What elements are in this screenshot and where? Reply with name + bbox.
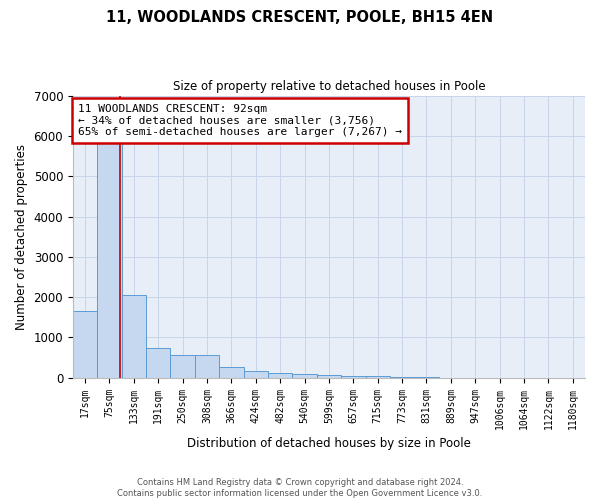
Bar (268, 372, 292, 378)
Text: Contains HM Land Registry data © Crown copyright and database right 2024.
Contai: Contains HM Land Registry data © Crown c… (118, 478, 482, 498)
Bar (365, 376, 390, 378)
Title: Size of property relative to detached houses in Poole: Size of property relative to detached ho… (173, 80, 485, 93)
Bar (244, 371, 268, 378)
Text: 11 WOODLANDS CRESCENT: 92sqm
← 34% of detached houses are smaller (3,756)
65% of: 11 WOODLANDS CRESCENT: 92sqm ← 34% of de… (78, 104, 402, 137)
Bar (97, 124, 122, 378)
Bar (390, 377, 415, 378)
Bar (219, 366, 244, 378)
Bar (73, 312, 97, 378)
Bar (317, 375, 341, 378)
Bar (292, 374, 317, 378)
Bar (195, 355, 219, 378)
Bar (170, 355, 195, 378)
Bar (122, 295, 146, 378)
Y-axis label: Number of detached properties: Number of detached properties (15, 144, 28, 330)
Text: 11, WOODLANDS CRESCENT, POOLE, BH15 4EN: 11, WOODLANDS CRESCENT, POOLE, BH15 4EN (106, 10, 494, 25)
X-axis label: Distribution of detached houses by size in Poole: Distribution of detached houses by size … (187, 437, 471, 450)
Bar (341, 376, 365, 378)
Bar (146, 348, 170, 378)
